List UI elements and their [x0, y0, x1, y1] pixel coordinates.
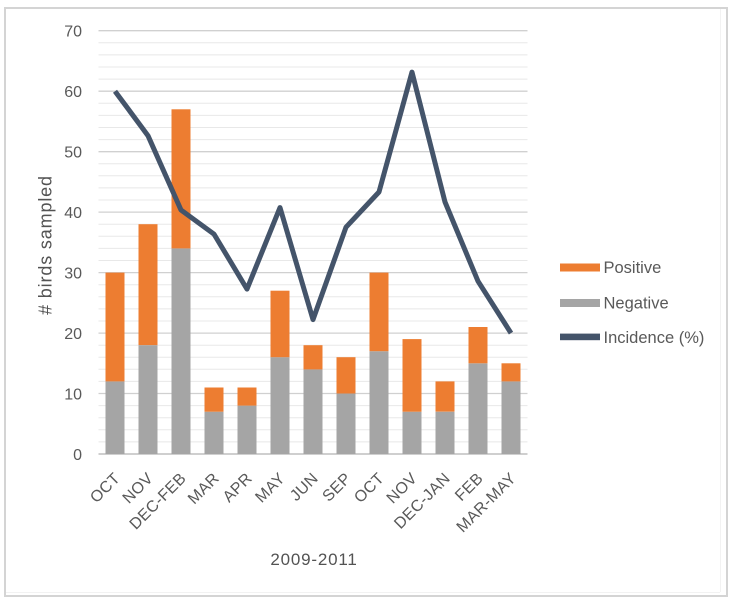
- svg-text:0: 0: [73, 447, 82, 464]
- svg-text:# birds sampled: # birds sampled: [36, 175, 56, 315]
- svg-text:MAY: MAY: [252, 470, 288, 506]
- svg-text:60: 60: [64, 84, 82, 101]
- svg-text:2009-2011: 2009-2011: [270, 550, 357, 569]
- svg-text:Positive: Positive: [604, 259, 662, 277]
- svg-text:10: 10: [64, 387, 82, 404]
- svg-text:20: 20: [64, 326, 82, 343]
- svg-text:JUN: JUN: [287, 470, 322, 505]
- svg-text:APR: APR: [220, 470, 256, 506]
- svg-text:SEP: SEP: [320, 470, 355, 505]
- svg-text:40: 40: [64, 205, 82, 222]
- svg-text:Negative: Negative: [604, 295, 669, 313]
- svg-text:70: 70: [64, 24, 82, 41]
- svg-text:50: 50: [64, 145, 82, 162]
- svg-text:OCT: OCT: [87, 470, 124, 507]
- svg-text:30: 30: [64, 266, 82, 283]
- svg-text:OCT: OCT: [351, 470, 388, 507]
- svg-text:Incidence (%): Incidence (%): [604, 329, 705, 347]
- svg-text:MAR: MAR: [185, 470, 223, 508]
